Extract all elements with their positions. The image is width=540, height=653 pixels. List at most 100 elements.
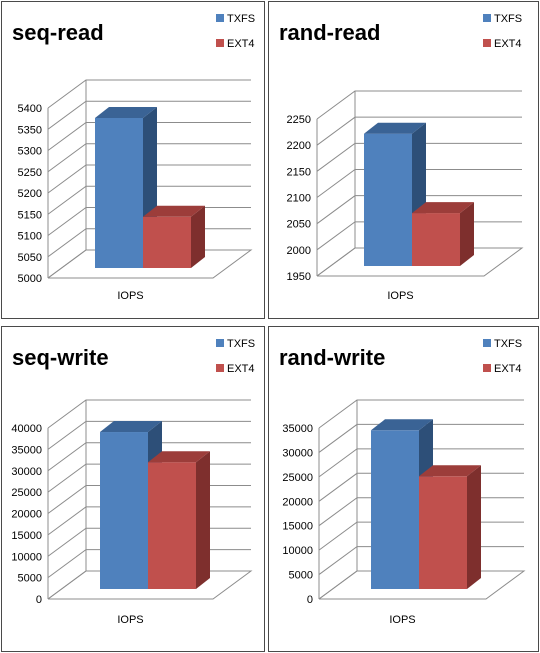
legend-swatch-txfs [483,339,491,347]
x-tick-label: IOPS [117,290,143,302]
gridline [316,116,522,146]
gridline [47,420,251,450]
y-tick-label: 5350 [18,124,42,136]
gridline [47,122,251,151]
y-tick-label: 5100 [18,231,42,243]
y-tick-label: 15000 [11,530,42,542]
legend-label-txfs: TXFS [494,13,522,25]
chart-panel-seq-write: seq-write TXFS EXT4 0 5000 10000 15000 20000 250… [1,326,265,652]
y-tick-label: 5300 [18,146,42,158]
chart-svg: seq-write TXFS EXT4 0 5000 10000 15000 20000 250… [11,338,255,626]
bar-side-ext4 [196,451,210,589]
y-tick-label: 15000 [282,521,313,533]
chart-svg: seq-read TXFS EXT4 5000 5050 5100 5150 5200 5250… [12,13,255,302]
y-tick-label: 5050 [18,252,42,264]
y-tick-label: 35000 [11,444,42,456]
y-tick-label: 25000 [282,472,313,484]
chart-title: seq-read [12,20,104,45]
bar-top-ext4 [143,205,205,217]
y-tick-label: 2100 [287,193,311,205]
bar-top-txfs [364,122,426,134]
y-tick-label: 10000 [282,545,313,557]
bar-side-ext4 [460,202,474,266]
chart-panel-seq-read: seq-read TXFS EXT4 5000 5050 5100 5150 5200 5250… [1,1,265,319]
y-tick-label: 5000 [18,573,42,585]
bar-ext4 [148,462,196,589]
bar-top-txfs [100,421,162,433]
y-tick-label: 0 [307,594,313,606]
bar-top-txfs [95,107,157,118]
gridline [47,79,251,109]
y-tick-label: 5200 [18,188,42,200]
y-tick-label: 35000 [282,423,313,435]
legend-swatch-ext4 [483,364,491,372]
y-tick-label: 2050 [287,219,311,231]
bar-side-ext4 [191,205,205,268]
gridline [47,442,251,472]
legend-swatch-txfs [483,14,491,22]
gridline [47,143,251,173]
legend-label-txfs: TXFS [227,338,255,350]
bar-txfs [371,430,419,589]
bar-ext4 [143,216,191,268]
y-tick-label: 5000 [289,570,313,582]
y-tick-label: 5150 [18,209,42,221]
y-tick-label: 25000 [11,487,42,499]
gridline [318,423,524,453]
bar-ext4 [412,213,460,266]
gridline [316,142,522,172]
bar-top-txfs [371,419,433,431]
legend-swatch-txfs [216,14,224,22]
gridline [316,195,522,225]
y-tick-label: 20000 [11,509,42,521]
y-tick-label: 20000 [282,496,313,508]
bar-txfs [100,432,148,589]
bar-ext4 [419,476,467,589]
y-tick-label: 2250 [287,114,311,126]
y-tick-label: 5000 [18,273,42,285]
legend-swatch-ext4 [483,39,491,47]
legend-label-ext4: EXT4 [494,38,522,50]
y-tick-label: 5250 [18,167,42,179]
bar-top-ext4 [148,451,210,463]
legend-swatch-txfs [216,339,224,347]
x-tick-label: IOPS [389,614,415,626]
legend-swatch-ext4 [216,364,224,372]
y-tick-label: 40000 [11,423,42,435]
y-tick-label: 2000 [287,245,311,257]
gridline [316,90,522,120]
bar-side-ext4 [467,465,481,589]
legend-label-ext4: EXT4 [494,363,522,375]
y-tick-label: 2150 [287,166,311,178]
gridline [316,169,522,198]
chart-svg: rand-write TXFS EXT4 0 5000 10000 15000 20000 25… [279,338,526,626]
chart-title: rand-write [279,345,385,370]
legend-label-txfs: TXFS [494,338,522,350]
gridline [47,399,251,429]
y-tick-label: 0 [36,594,42,606]
bar-txfs [95,118,143,268]
y-tick-label: 30000 [11,466,42,478]
chart-title: seq-write [12,345,109,370]
y-tick-label: 10000 [11,551,42,563]
chart-panel-rand-read: rand-read TXFS EXT4 1950 2000 2050 2100 2150 220… [268,1,539,319]
legend-label-ext4: EXT4 [227,363,255,375]
chart-panel-rand-write: rand-write TXFS EXT4 0 5000 10000 15000 20000 25… [268,326,539,652]
y-tick-label: 2200 [287,140,311,152]
gridline [318,399,524,429]
chart-title: rand-read [279,20,380,45]
gridline [318,448,524,478]
y-tick-label: 30000 [282,447,313,459]
gridline [47,164,251,194]
gridline [47,185,251,215]
bar-txfs [364,133,412,266]
legend-label-txfs: TXFS [227,13,255,25]
legend-label-ext4: EXT4 [227,38,255,50]
bar-top-ext4 [419,465,481,477]
x-tick-label: IOPS [387,290,413,302]
x-tick-label: IOPS [117,614,143,626]
gridline [47,100,251,130]
legend-swatch-ext4 [216,39,224,47]
y-tick-label: 1950 [287,271,311,283]
y-tick-label: 5400 [18,103,42,115]
